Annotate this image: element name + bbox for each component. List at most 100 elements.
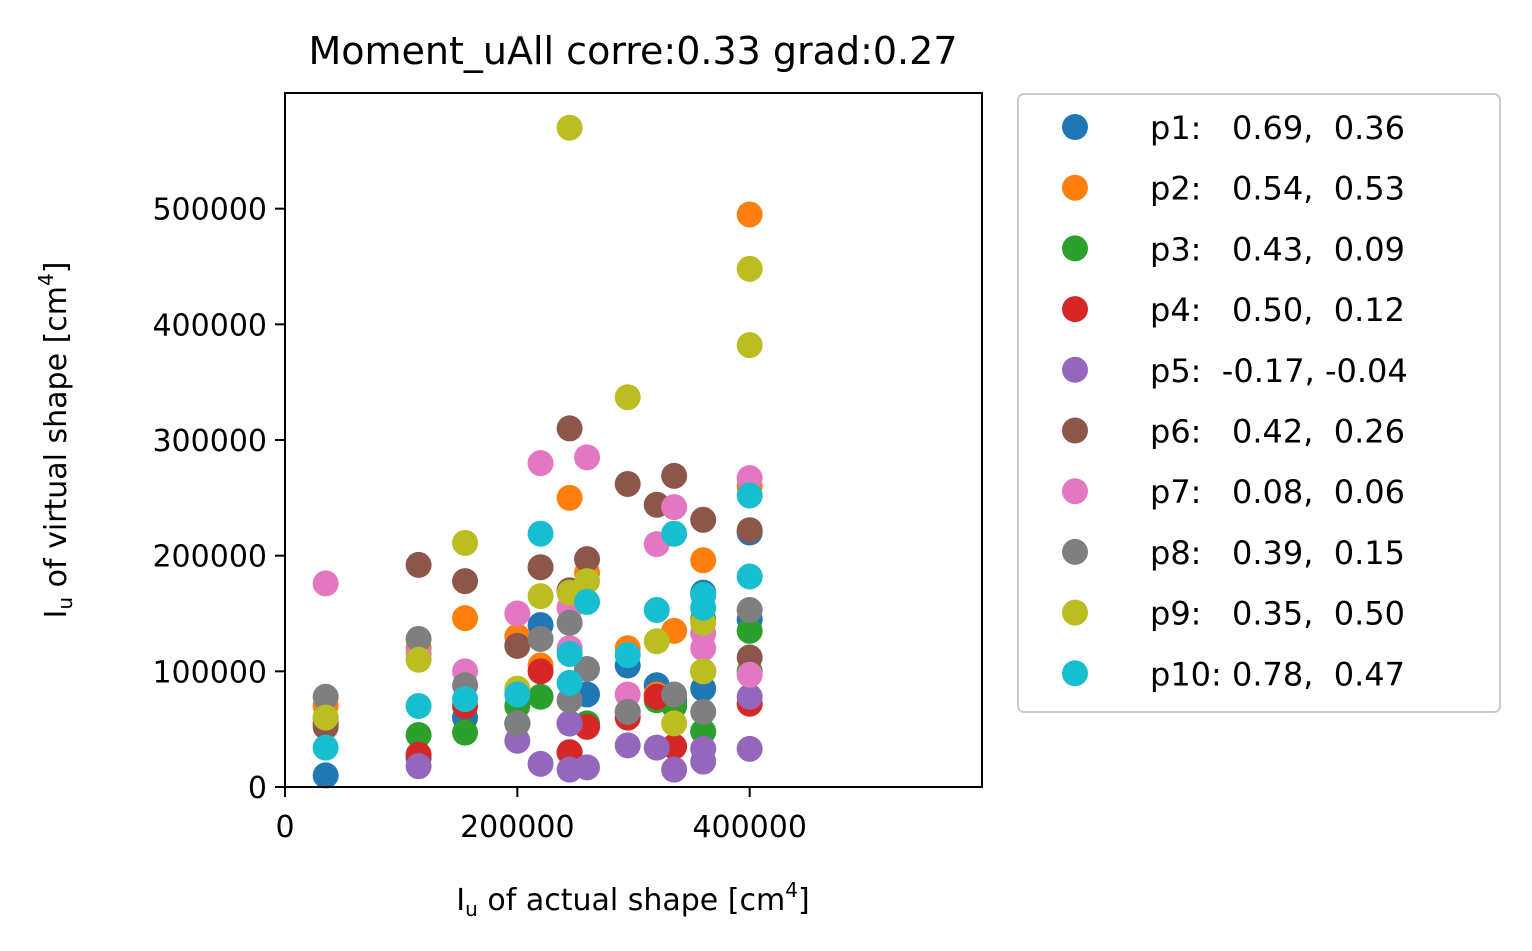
data-point-p5 [527,750,554,777]
data-point-p5 [643,734,670,761]
y-axis-label: Iu of virtual shape [cm4] [34,262,77,619]
legend-marker-p5 [1062,356,1088,383]
data-point-p9 [452,529,479,556]
data-point-p9 [736,255,763,282]
data-point-p6 [736,517,763,544]
data-point-p10 [661,520,688,547]
data-point-p9 [643,628,670,655]
data-point-p10 [690,594,717,621]
data-point-p3 [527,683,554,710]
data-point-p8 [690,698,717,725]
legend-marker-p4 [1062,296,1088,323]
legend-label-p10: p10: 0.78, 0.47 [1150,655,1405,693]
data-point-p5 [556,710,583,737]
data-point-p9 [527,583,554,610]
data-point-p9 [574,568,601,595]
data-point-p9 [736,332,763,359]
legend-label-p6: p6: 0.42, 0.26 [1150,413,1405,451]
legend-marker-p8 [1062,538,1088,565]
legend-label-p8: p8: 0.39, 0.15 [1150,534,1405,572]
data-point-p10 [736,482,763,509]
data-point-p9 [556,114,583,141]
data-point-p6 [405,551,432,578]
data-point-p6 [556,415,583,442]
data-point-p5 [736,735,763,762]
data-point-p5 [690,735,717,762]
data-point-p10 [556,669,583,696]
data-point-p8 [736,597,763,624]
legend-label-p9: p9: 0.35, 0.50 [1150,595,1405,633]
data-point-p5 [614,732,641,759]
data-point-p8 [405,625,432,652]
data-point-p8 [574,656,601,683]
data-point-p1 [312,762,339,789]
data-point-p10 [504,681,531,708]
data-point-p10 [614,642,641,669]
y-tick-label: 400000 [152,308,267,343]
y-tick-label: 100000 [152,655,267,690]
data-point-p7 [574,444,601,471]
x-tick-label: 0 [275,810,294,845]
data-point-p2 [556,484,583,511]
legend-marker-p3 [1062,235,1088,262]
data-point-p2 [690,547,717,574]
data-point-p2 [736,201,763,228]
data-point-p8 [661,681,688,708]
data-point-p8 [312,683,339,710]
data-point-p8 [614,698,641,725]
data-point-p7 [504,600,531,627]
data-point-p10 [574,588,601,615]
data-point-p6 [690,506,717,533]
legend-label-p2: p2: 0.54, 0.53 [1150,170,1405,208]
data-point-p3 [736,617,763,644]
data-point-p3 [405,721,432,748]
data-point-p9 [312,704,339,731]
data-point-p5 [736,683,763,710]
legend-label-p3: p3: 0.43, 0.09 [1150,230,1405,268]
y-axis: 0 100000 200000 300000 400000 500000 [152,193,285,806]
data-point-p9 [614,384,641,411]
legend-marker-p2 [1062,174,1088,201]
legend-label-p4: p4: 0.50, 0.12 [1150,291,1405,329]
legend-marker-p1 [1062,114,1088,140]
legend-marker-p6 [1062,417,1088,444]
legend-entries: p1: 0.69, 0.36 p2: 0.54, 0.53 p3: 0.43, 0.… [1062,109,1408,693]
data-point-p5 [405,753,432,780]
legend-label-p7: p7: 0.08, 0.06 [1150,473,1405,511]
data-point-p10 [643,597,670,624]
legend-frame [1017,93,1501,713]
data-point-p10 [312,734,339,761]
data-point-p7 [312,570,339,597]
x-axis-label: Iu of actual shape [cm4] [456,878,809,921]
y-tick-label: 200000 [152,540,267,575]
data-point-p8 [504,710,531,737]
data-point-p7 [661,494,688,521]
data-point-p6 [527,554,554,581]
data-point-p9 [661,710,688,737]
data-point-p6 [574,546,601,573]
data-point-p10 [527,520,554,547]
data-point-p10 [452,686,479,713]
data-point-p7 [736,661,763,688]
legend-marker-p10 [1062,660,1088,687]
data-point-p4 [527,658,554,685]
y-tick-label: 0 [248,771,267,806]
chart-title: Moment_uAll corre:0.33 grad:0.27 [308,29,957,73]
data-point-p9 [690,658,717,685]
data-point-p3 [452,719,479,746]
x-tick-label: 200000 [460,810,575,845]
data-point-p5 [661,756,688,783]
data-point-p2 [452,605,479,632]
data-point-p9 [405,646,432,673]
data-point-p8 [527,625,554,652]
points-layer [312,114,763,789]
x-tick-label: 400000 [692,810,807,845]
legend-label-p5: p5: -0.17, -0.04 [1150,352,1408,390]
data-point-p10 [736,563,763,590]
legend: p1: 0.69, 0.36 p2: 0.54, 0.53 p3: 0.43, 0.… [1017,93,1501,713]
data-point-p10 [556,640,583,667]
data-point-p10 [405,693,432,720]
data-point-p6 [661,462,688,489]
data-point-p8 [556,609,583,636]
